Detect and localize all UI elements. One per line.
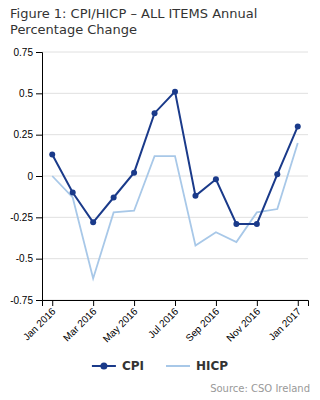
x-tick: May 2016 xyxy=(101,300,140,344)
y-tick-mark xyxy=(36,176,42,177)
title: Figure 1: CPI/HICP – ALL ITEMS AnnualPer… xyxy=(10,6,257,37)
grid-line xyxy=(42,52,308,53)
series-marker xyxy=(192,193,198,199)
y-tick: -0.5 xyxy=(16,253,42,264)
x-tick: Mar 2016 xyxy=(61,300,99,343)
title-line: Figure 1: CPI/HICP – ALL ITEMS Annual xyxy=(10,6,257,21)
x-tick-label: Jan 2017 xyxy=(266,305,303,342)
x-tick-label: Mar 2016 xyxy=(61,305,99,343)
series-group xyxy=(49,89,301,279)
x-tick-mark xyxy=(216,300,217,306)
series-marker xyxy=(233,221,239,227)
y-axis: -0.75 -0.5 -0.25 0 0.25 0.5 0.75 xyxy=(10,47,42,306)
y-tick-label: 0 xyxy=(27,171,33,182)
series-marker xyxy=(172,89,178,95)
y-tick-mark xyxy=(36,135,42,136)
grid-line xyxy=(42,134,308,135)
x-tick-mark xyxy=(175,300,176,306)
x-tick-mark xyxy=(298,300,299,306)
x-tick-label: Sep 2016 xyxy=(183,305,221,343)
x-tick-label: Jan 2016 xyxy=(21,305,58,342)
x-tick-label: Nov 2016 xyxy=(224,305,262,343)
x-tick-mark xyxy=(52,300,53,306)
series-marker xyxy=(111,194,117,200)
chart: Figure 1: CPI/HICP – ALL ITEMS AnnualPer… xyxy=(0,0,320,400)
y-tick-mark xyxy=(36,93,42,94)
x-tick: Nov 2016 xyxy=(224,300,262,344)
y-tick-label: 0.5 xyxy=(19,88,33,99)
series-marker xyxy=(70,190,76,196)
legend-item: HICP xyxy=(166,359,228,373)
grid xyxy=(42,52,308,300)
x-tick-mark xyxy=(257,300,258,306)
y-tick-label: -0.75 xyxy=(10,295,33,306)
y-tick-mark xyxy=(36,300,42,301)
y-tick-mark xyxy=(36,52,42,53)
y-axis-line xyxy=(36,53,43,301)
series-line xyxy=(52,143,298,279)
series-marker xyxy=(254,221,260,227)
x-axis-line xyxy=(43,301,309,307)
x-tick-label: Jul 2016 xyxy=(146,305,181,340)
annotation: Source: CSO Ireland xyxy=(210,383,310,394)
y-tick-label: -0.25 xyxy=(10,212,33,223)
x-tick-label: May 2016 xyxy=(101,305,140,344)
y-tick: 0.5 xyxy=(19,88,42,99)
y-tick: 0.75 xyxy=(14,47,42,58)
y-tick-label: 0.25 xyxy=(14,129,34,140)
legend-item: CPI xyxy=(92,359,144,373)
y-tick: -0.25 xyxy=(10,212,42,223)
series-marker xyxy=(274,171,280,177)
y-tick: -0.75 xyxy=(10,295,42,306)
y-tick-mark xyxy=(36,217,42,218)
series-marker xyxy=(213,176,219,182)
y-tick-label: -0.5 xyxy=(16,253,34,264)
x-tick: Jan 2017 xyxy=(266,300,303,343)
x-tick: Jul 2016 xyxy=(146,300,181,340)
series-marker xyxy=(49,152,55,158)
plot: -0.75 -0.5 -0.25 0 0.25 0.5 0.75 Jan 2016Mar 20… xyxy=(10,47,308,345)
y-tick: 0 xyxy=(27,171,42,182)
series-marker xyxy=(90,219,96,225)
grid-line xyxy=(42,217,308,218)
grid-line xyxy=(42,176,308,177)
title-line: Percentage Change xyxy=(10,22,137,37)
x-tick: Sep 2016 xyxy=(183,300,221,344)
y-tick-label: 0.75 xyxy=(14,47,34,58)
series-line xyxy=(52,92,298,224)
legend-swatch xyxy=(166,365,190,367)
legend-marker xyxy=(100,363,107,370)
x-tick-mark xyxy=(134,300,135,306)
legend-label: CPI xyxy=(122,359,144,373)
x-axis: Jan 2016Mar 2016May 2016Jul 2016Sep 2016… xyxy=(21,300,309,344)
x-tick-mark xyxy=(93,300,94,306)
x-tick: Jan 2016 xyxy=(21,300,58,343)
grid-line xyxy=(42,258,308,259)
series-marker xyxy=(152,110,158,116)
y-tick-mark xyxy=(36,259,42,260)
y-tick: 0.25 xyxy=(14,129,42,140)
series-marker xyxy=(131,170,137,176)
legend-label: HICP xyxy=(196,359,228,373)
legend: CPI HICP xyxy=(92,359,228,373)
series-marker xyxy=(295,123,301,129)
